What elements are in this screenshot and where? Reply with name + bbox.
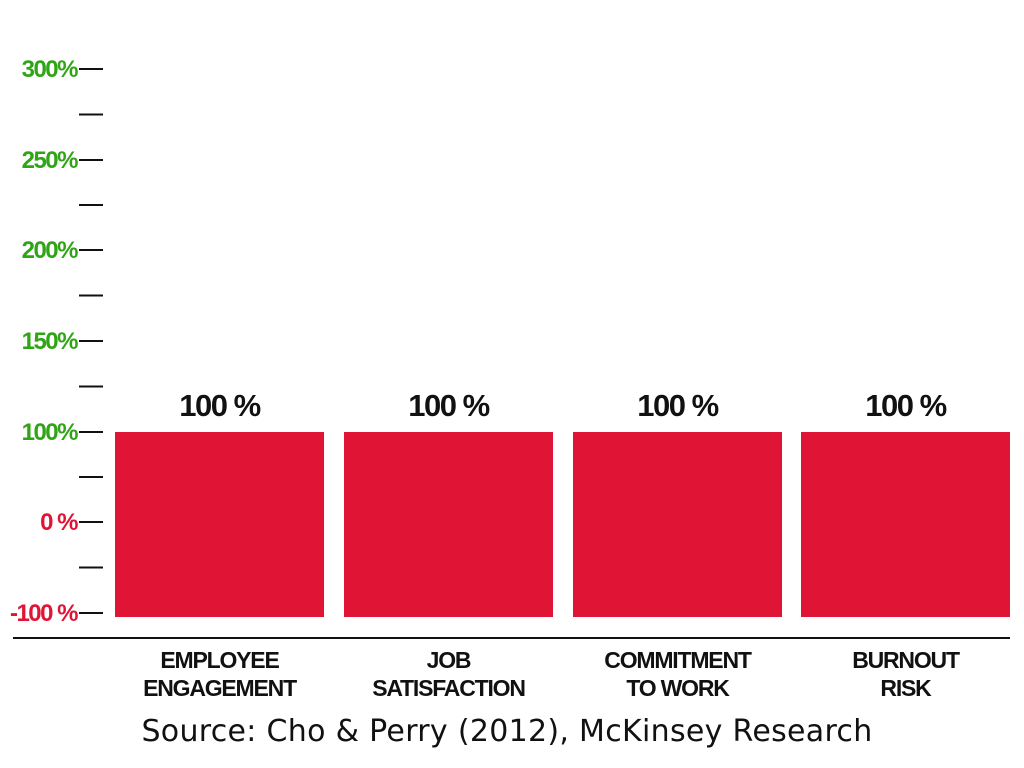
x-category-label: RISK <box>880 675 932 701</box>
y-tick-label: 200% <box>22 237 79 264</box>
y-tick-label: 0 % <box>40 509 78 536</box>
x-category-label: EMPLOYEE <box>160 647 279 673</box>
x-category-label: BURNOUT <box>852 647 960 673</box>
bar <box>115 432 324 617</box>
y-tick-label: 300% <box>22 56 79 83</box>
bar <box>344 432 553 617</box>
bar-value-label: 100 % <box>865 388 946 423</box>
y-tick-label: 250% <box>22 147 79 174</box>
y-tick-label: 150% <box>22 328 79 355</box>
data-labels: 100 % 100 % 100 % 100 % <box>179 388 948 423</box>
y-tick-label: 100% <box>22 419 79 446</box>
x-category-label: TO WORK <box>626 675 730 701</box>
source-caption: Source: Cho & Perry (2012), McKinsey Res… <box>141 714 873 749</box>
y-axis-tick-labels: 300% 250% 200% 150% 100% 0 % -100 % <box>10 56 80 627</box>
x-category-label: JOB <box>427 647 471 673</box>
bar <box>801 432 1010 617</box>
x-category-label: SATISFACTION <box>372 675 525 701</box>
x-category-label: COMMITMENT <box>604 647 752 673</box>
x-category-label: ENGAGEMENT <box>143 675 297 701</box>
y-axis-ticks <box>79 68 103 614</box>
y-tick-label: -100 % <box>10 600 78 627</box>
bar-value-label: 100 % <box>179 388 260 423</box>
bar-value-label: 100 % <box>637 388 718 423</box>
bar-value-label: 100 % <box>408 388 489 423</box>
bars <box>115 432 1010 617</box>
bar <box>573 432 782 617</box>
